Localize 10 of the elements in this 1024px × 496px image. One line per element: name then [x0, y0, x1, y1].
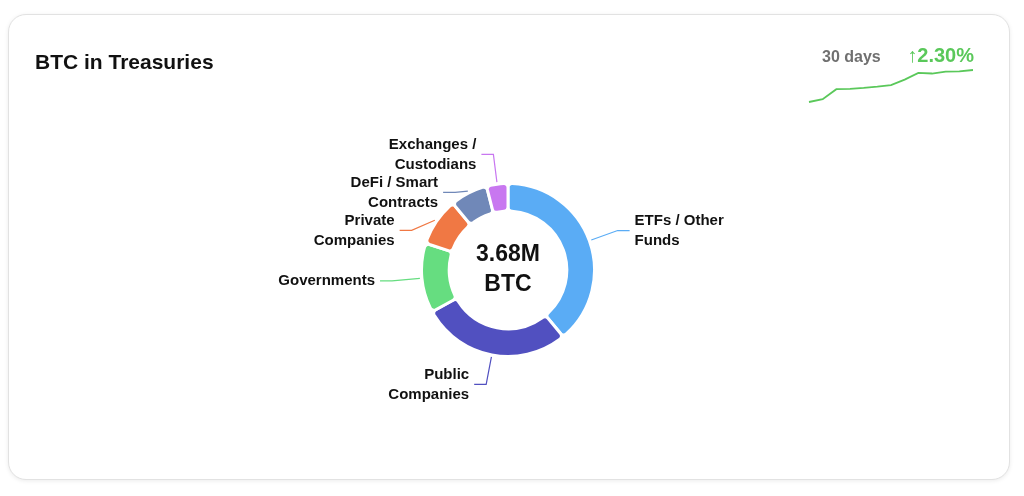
chart-title: BTC in Treasuries — [35, 50, 214, 74]
text: 30 days — [822, 48, 881, 66]
text: 3.68M BTC — [476, 240, 540, 297]
slice-label: Exchanges / Custodians — [388, 134, 478, 172]
slice-label: Private Companies — [313, 210, 395, 248]
slice-label: DeFi / Smart Contracts — [350, 172, 439, 210]
slice-label: ETFs / Other Funds — [634, 210, 724, 248]
text: ↑2.30% — [907, 44, 974, 67]
slice-label: Public Companies — [388, 364, 470, 402]
slice-label: Governments — [278, 271, 376, 289]
